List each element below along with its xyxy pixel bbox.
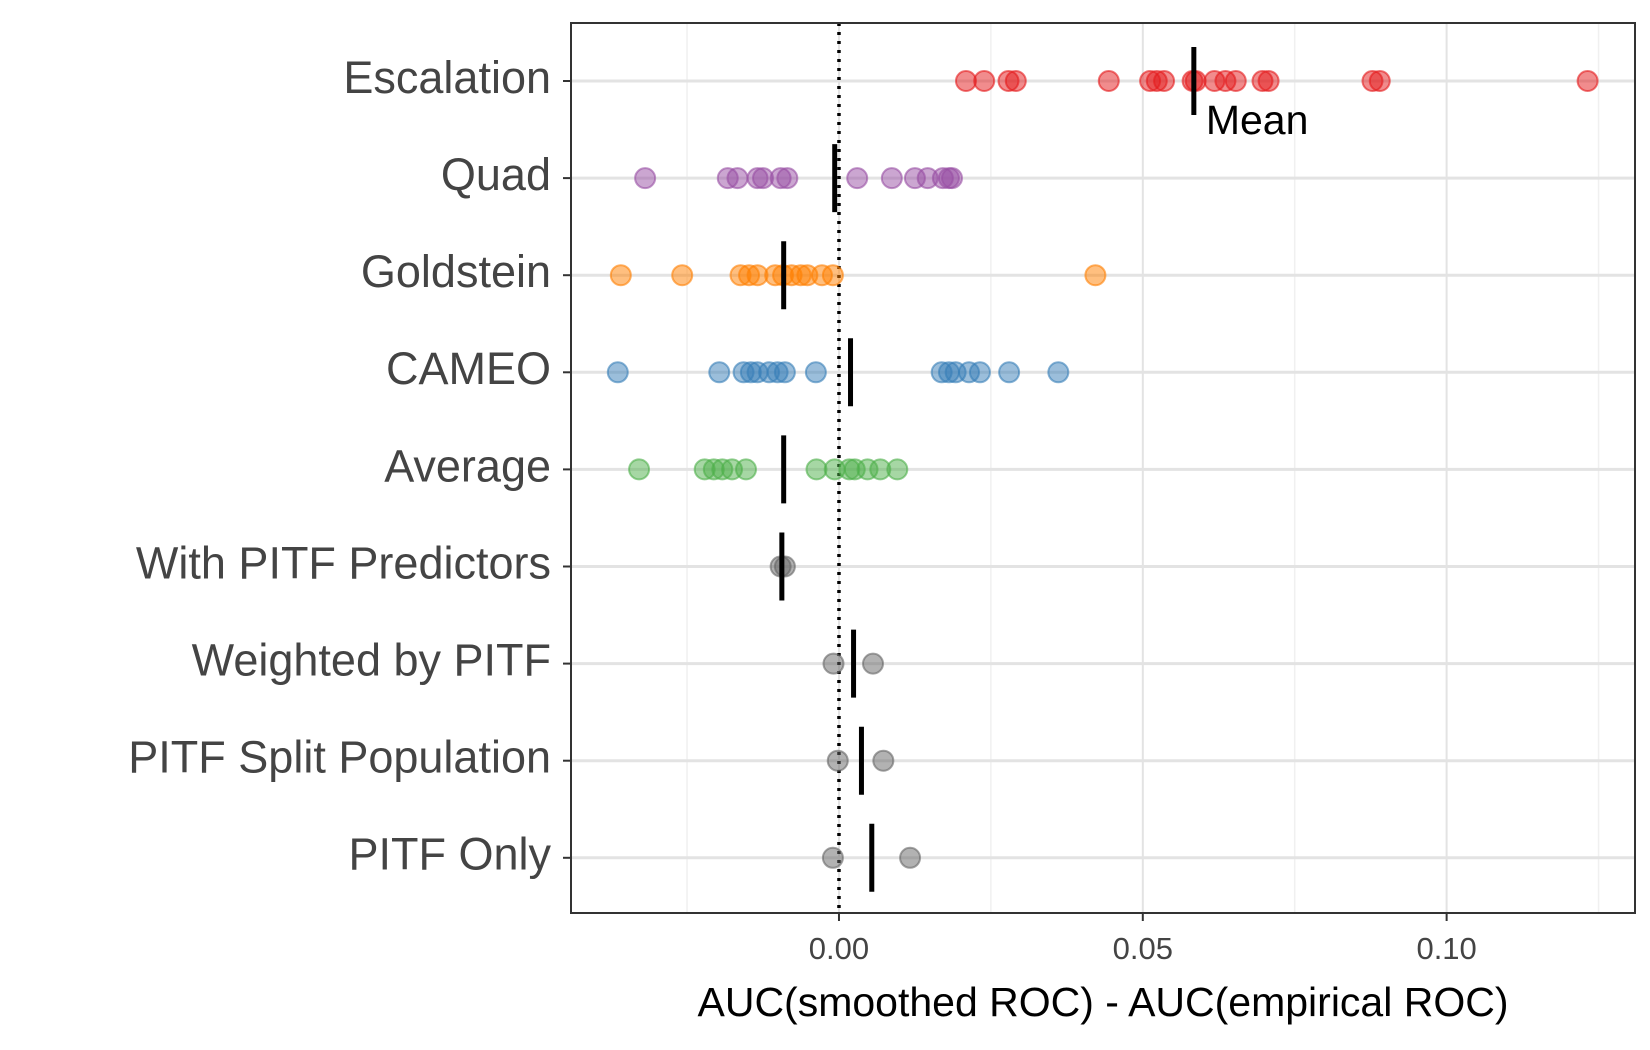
y-tick-label: CAMEO	[386, 343, 551, 394]
point	[821, 264, 844, 287]
annotation: Mean	[1206, 97, 1309, 143]
point	[880, 167, 903, 190]
y-tick-label: PITF Split Population	[128, 732, 551, 783]
x-tick-label: 0.05	[1113, 931, 1173, 966]
point	[998, 361, 1021, 384]
point	[1084, 264, 1107, 287]
point	[822, 652, 845, 675]
point	[862, 652, 885, 675]
y-tick-label: Escalation	[343, 52, 551, 103]
point	[1047, 361, 1070, 384]
y-tick-label: PITF Only	[348, 829, 551, 880]
point	[735, 458, 758, 481]
point	[628, 458, 651, 481]
point	[708, 361, 731, 384]
point	[1576, 70, 1599, 92]
point	[846, 167, 869, 190]
point	[606, 361, 629, 384]
point	[940, 167, 963, 190]
point	[886, 458, 909, 481]
x-tick-label: 0.00	[809, 931, 869, 966]
point	[671, 264, 694, 287]
point	[872, 749, 895, 772]
y-tick-label: Weighted by PITF	[192, 634, 551, 685]
point	[954, 70, 977, 92]
x-tick-label: 0.10	[1416, 931, 1476, 966]
x-axis-title: AUC(smoothed ROC) - AUC(empirical ROC)	[697, 979, 1508, 1025]
y-tick-label: Quad	[441, 149, 551, 200]
point	[821, 846, 844, 869]
y-tick-label: With PITF Predictors	[136, 537, 551, 588]
point	[973, 70, 996, 92]
point	[805, 458, 828, 481]
plot-border	[570, 22, 1636, 914]
point	[1097, 70, 1120, 92]
point	[776, 167, 799, 190]
point	[968, 361, 991, 384]
y-tick-label: Goldstein	[361, 246, 551, 297]
point	[826, 749, 849, 772]
point	[773, 361, 796, 384]
point	[726, 167, 749, 190]
point	[1368, 70, 1391, 92]
point	[1153, 70, 1176, 92]
point	[1004, 70, 1027, 92]
point	[1257, 70, 1280, 92]
point	[773, 555, 796, 578]
y-tick-label: Average	[384, 440, 551, 491]
point	[634, 167, 657, 190]
point	[899, 846, 922, 869]
point	[804, 361, 827, 384]
point	[1224, 70, 1247, 92]
point	[609, 264, 632, 287]
